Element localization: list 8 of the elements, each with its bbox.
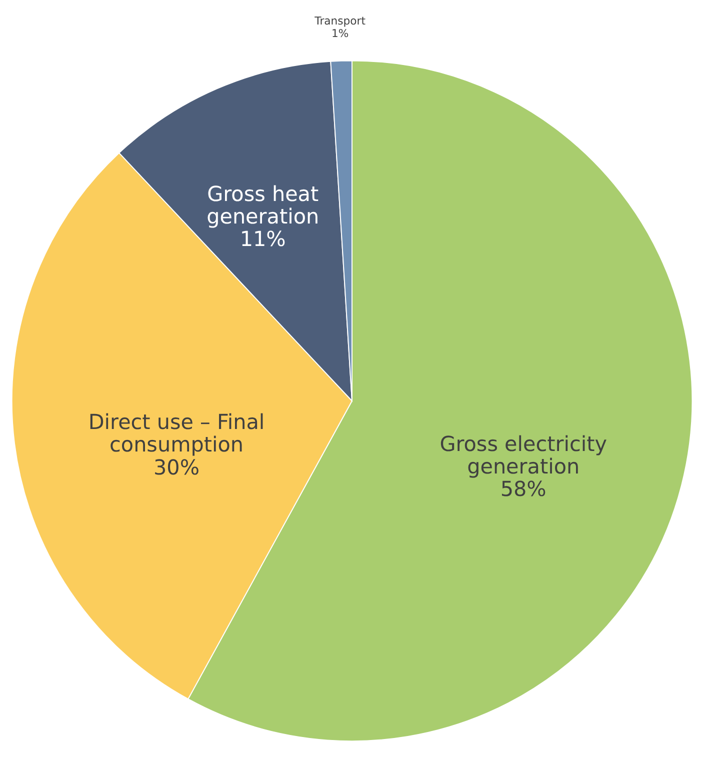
data-label: 11% <box>240 227 286 252</box>
data-label: 58% <box>500 477 546 502</box>
data-label: 30% <box>154 455 200 480</box>
slice-label: Direct use – Final consumption <box>88 410 265 457</box>
slice-label: Gross electricity generation <box>440 432 607 478</box>
slice-label: Transport <box>314 14 366 28</box>
slice-label: Gross heat generation <box>206 182 320 228</box>
data-label: 1% <box>331 27 349 40</box>
